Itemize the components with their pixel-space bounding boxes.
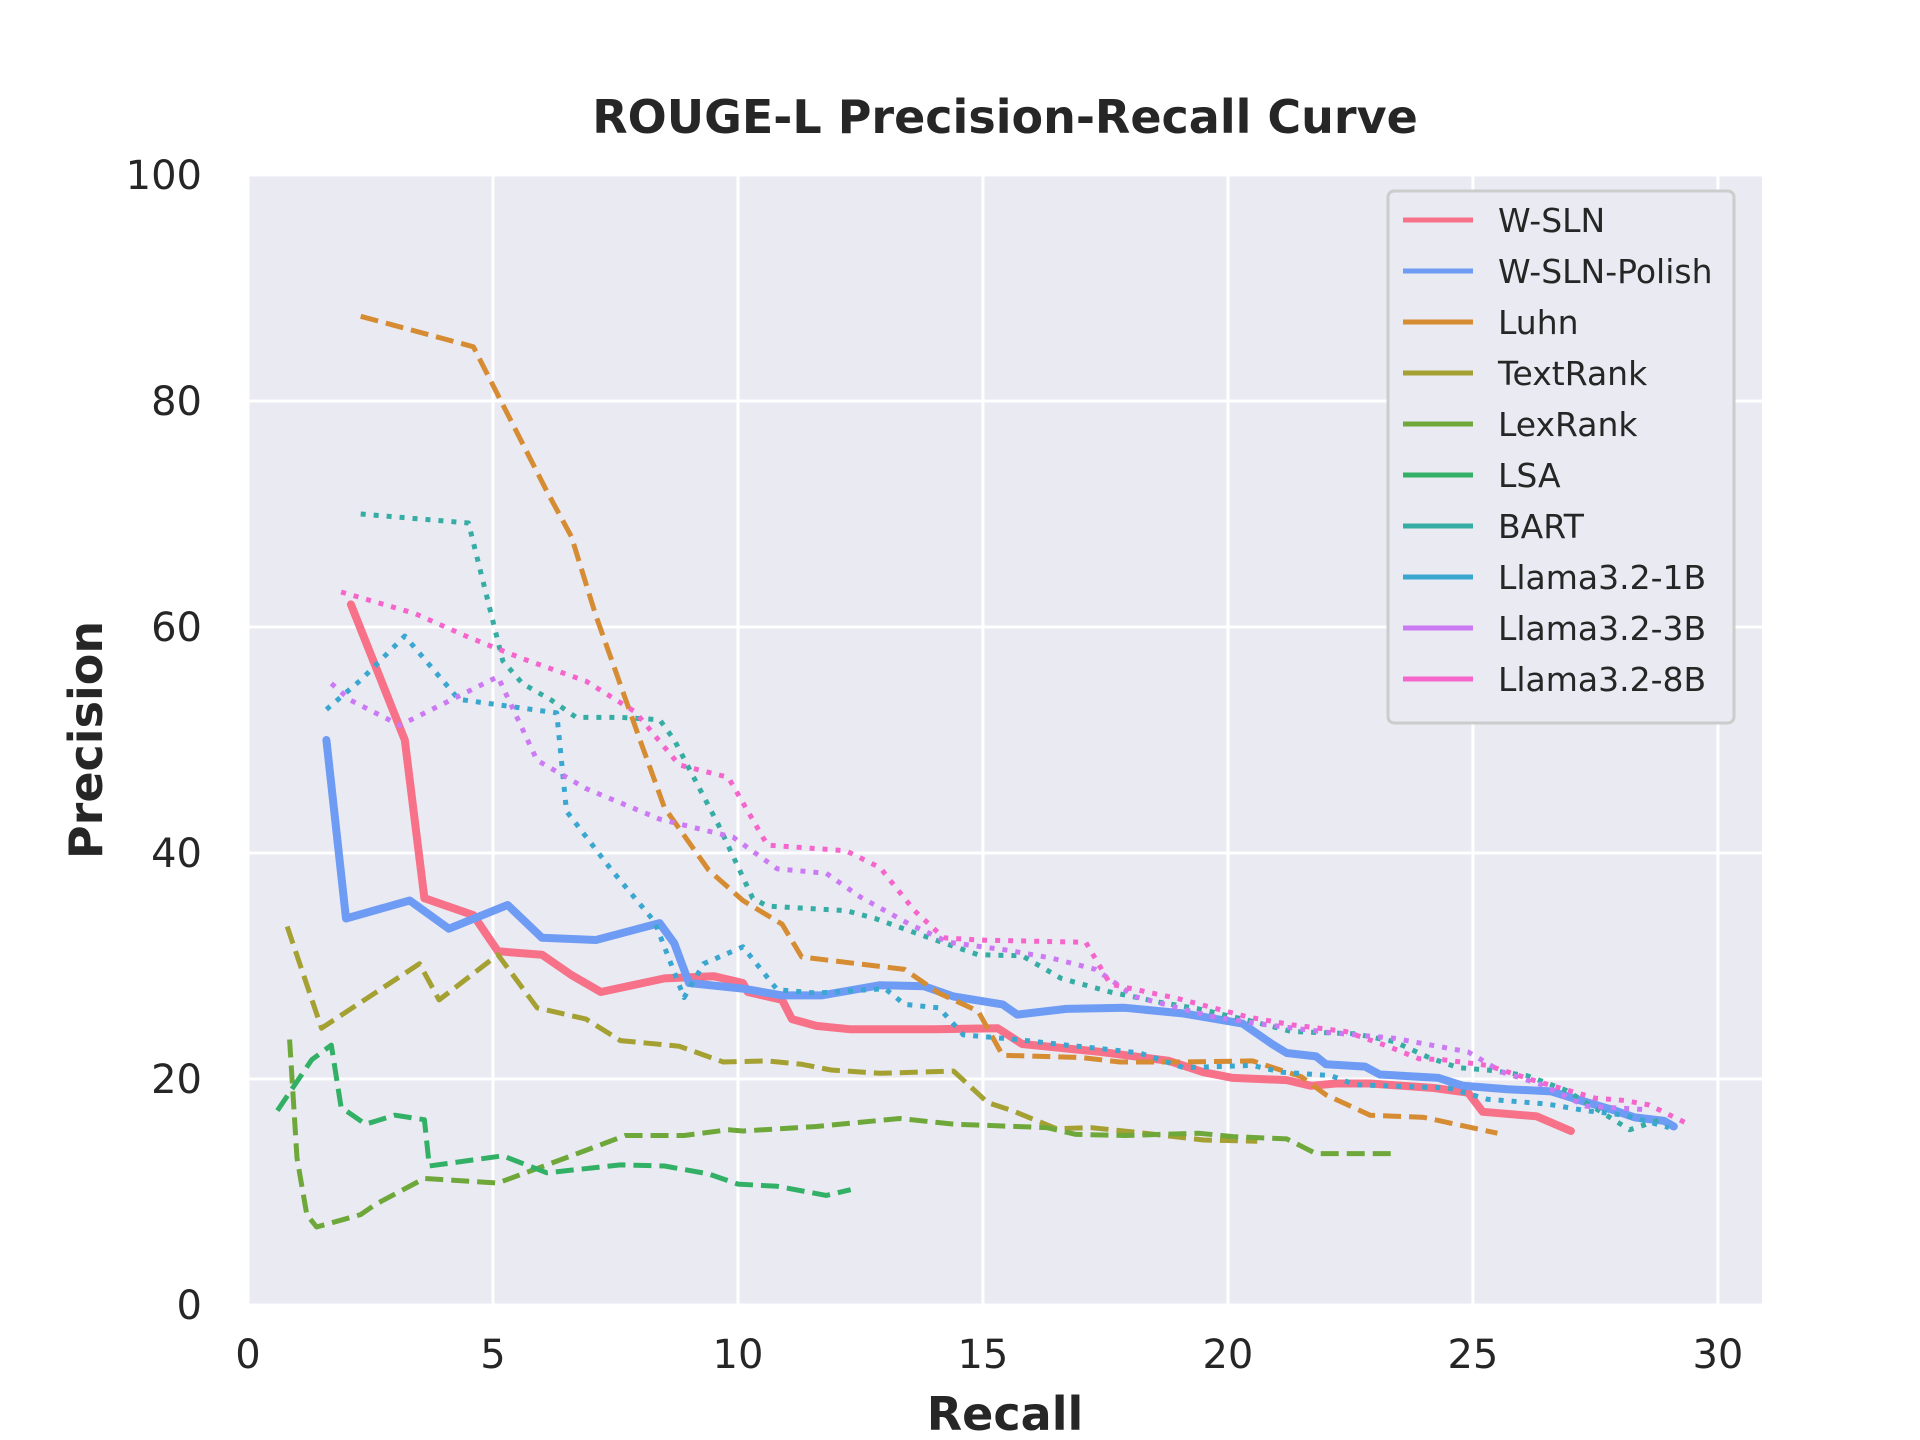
series-line-luhn	[360, 313, 1498, 1136]
y-tick-label: 100	[126, 153, 202, 199]
series-line-lexrank	[287, 1039, 1395, 1230]
x-tick-label: 20	[1202, 1332, 1253, 1378]
y-tick-label: 60	[151, 605, 202, 651]
series-line-w-sln-polish	[322, 736, 1678, 1131]
legend-label: Llama3.2-1B	[1498, 558, 1706, 597]
y-tick-label: 80	[151, 379, 202, 425]
x-tick-label: 0	[235, 1332, 260, 1378]
y-tick-label: 20	[151, 1057, 202, 1103]
x-tick-label: 25	[1447, 1332, 1498, 1378]
legend-label: LSA	[1498, 456, 1561, 495]
legend: W-SLN W-SLN-Polish Luhn TextRank LexRank LSA B…	[1386, 189, 1736, 725]
y-tick-label: 0	[177, 1283, 202, 1329]
legend-box	[1386, 189, 1736, 725]
y-axis-title: Precision	[59, 621, 113, 859]
legend-label: W-SLN	[1498, 201, 1605, 240]
legend-label: BART	[1498, 507, 1585, 546]
legend-label: Luhn	[1498, 303, 1579, 342]
legend-items: W-SLN W-SLN-Polish Luhn TextRank LexRank LSA B…	[1403, 201, 1712, 699]
series-lines	[275, 313, 1690, 1230]
legend-label: Llama3.2-8B	[1498, 660, 1706, 699]
series-line-llama3-2-3b	[329, 674, 1645, 1112]
series-line-textrank	[284, 925, 1258, 1144]
x-axis-title: Recall	[927, 1387, 1083, 1440]
x-tick-label: 10	[713, 1332, 764, 1378]
x-tick-label: 5	[480, 1332, 505, 1378]
series-line-w-sln	[346, 600, 1575, 1135]
x-tick-label: 15	[957, 1332, 1008, 1378]
x-tick-label: 30	[1692, 1332, 1743, 1378]
series-line-llama3-2-8b	[340, 589, 1690, 1127]
y-tick-label: 40	[151, 831, 202, 877]
series-line-lsa	[275, 1042, 852, 1198]
x-tick-labels: 0 5 10 15 20 25 30	[235, 1332, 1743, 1378]
series-line-bart	[360, 511, 1665, 1133]
legend-label: W-SLN-Polish	[1498, 252, 1712, 291]
legend-label: TextRank	[1497, 354, 1648, 393]
legend-label: LexRank	[1498, 405, 1638, 444]
legend-label: Llama3.2-3B	[1498, 609, 1706, 648]
chart-title: ROUGE-L Precision-Recall Curve	[592, 90, 1418, 144]
y-tick-labels: 0 20 40 60 80 100	[126, 153, 202, 1329]
